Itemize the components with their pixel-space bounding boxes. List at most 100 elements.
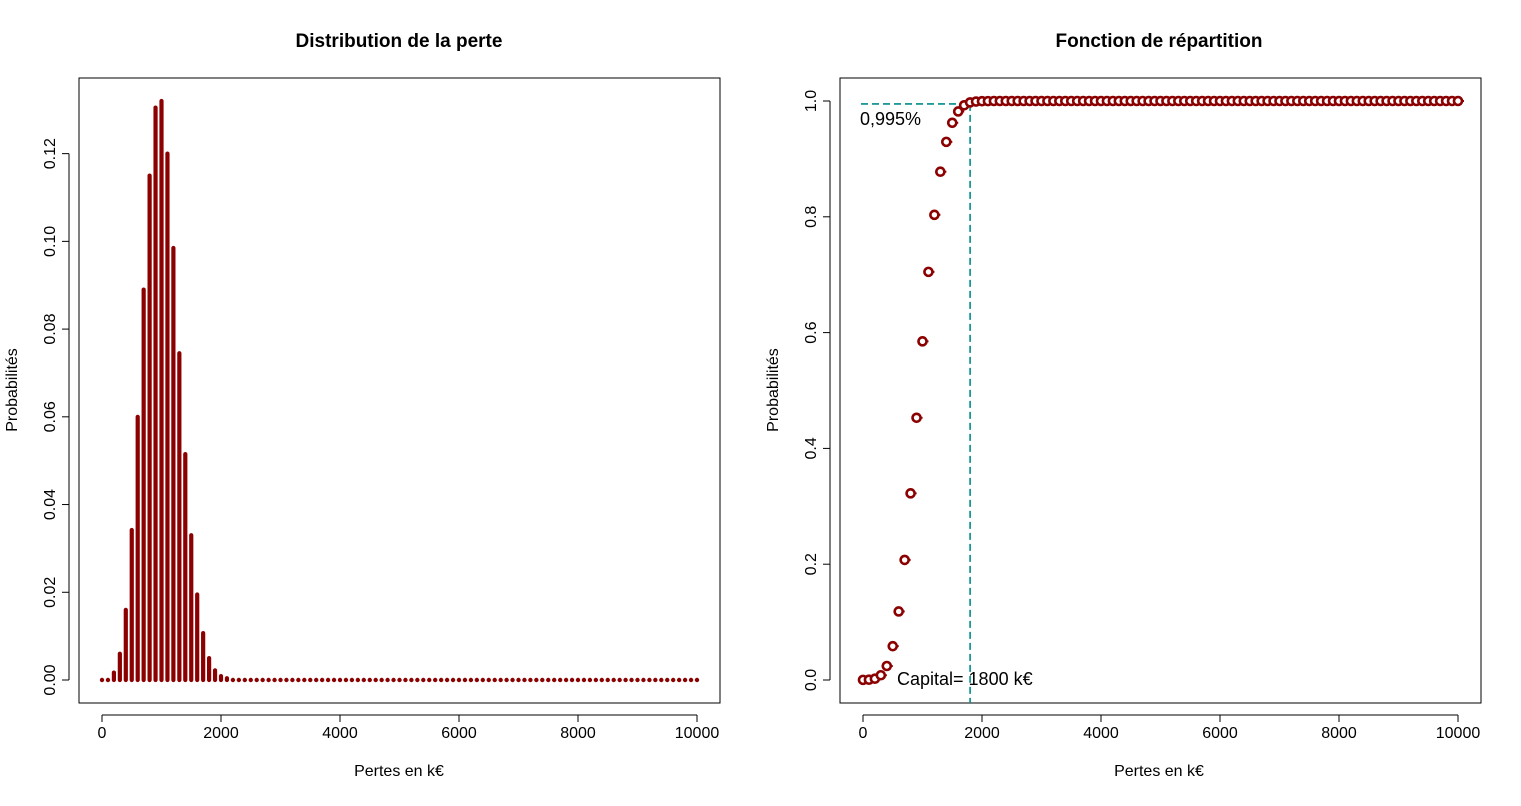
distribution-bar bbox=[563, 677, 569, 683]
distribution-bar bbox=[659, 677, 664, 683]
cdf-point bbox=[893, 606, 905, 617]
distribution-bar bbox=[379, 677, 384, 683]
distribution-bar bbox=[575, 677, 581, 683]
distribution-x-tick-label: 2000 bbox=[203, 725, 239, 742]
distribution-y-tick-label: 0.04 bbox=[42, 489, 59, 520]
distribution-bar bbox=[391, 677, 396, 683]
distribution-bar bbox=[671, 677, 676, 683]
cdf-point bbox=[923, 266, 935, 278]
distribution-bar bbox=[665, 677, 670, 683]
distribution-bar bbox=[653, 677, 658, 683]
distribution-bar bbox=[528, 677, 533, 683]
distribution-bar bbox=[337, 677, 343, 683]
distribution-bar bbox=[278, 677, 283, 683]
distribution-bar bbox=[415, 677, 420, 683]
distribution-bar bbox=[611, 677, 616, 683]
distribution-x-axis: 0 2000 4000 6000 8000 10000 bbox=[98, 714, 720, 742]
cdf-point-marker bbox=[935, 166, 946, 177]
cdf-x-axis-label: Pertes en k€ bbox=[1114, 763, 1204, 780]
cdf-x-tick-label: 0 bbox=[859, 725, 868, 742]
distribution-bar bbox=[516, 677, 521, 683]
distribution-bar bbox=[522, 677, 527, 683]
distribution-bar bbox=[492, 677, 497, 683]
distribution-y-tick-label: 0.02 bbox=[42, 577, 59, 608]
cdf-y-axis-label: Probabilités bbox=[765, 348, 782, 432]
distribution-bar bbox=[355, 677, 361, 683]
distribution-bar bbox=[105, 677, 111, 683]
distribution-bar bbox=[99, 677, 105, 683]
distribution-bar bbox=[331, 677, 337, 683]
cdf-x-axis: 0 2000 4000 6000 8000 10000 bbox=[859, 714, 1481, 742]
distribution-bar bbox=[409, 677, 414, 683]
cdf-plot-frame bbox=[839, 77, 1482, 704]
distribution-bar bbox=[272, 677, 277, 683]
distribution-x-tick-label: 10000 bbox=[675, 725, 720, 742]
distribution-bar bbox=[302, 677, 307, 683]
cdf-title: Fonction de répartition bbox=[1056, 31, 1263, 52]
cdf-x-tick-label: 10000 bbox=[1436, 725, 1481, 742]
cdf-point-marker bbox=[899, 554, 910, 566]
distribution-bar bbox=[682, 677, 688, 683]
distribution-y-tick-label: 0.00 bbox=[42, 664, 59, 695]
distribution-bar bbox=[367, 677, 372, 683]
cdf-point-marker bbox=[917, 336, 928, 347]
distribution-bar bbox=[641, 677, 646, 683]
distribution-bar bbox=[552, 677, 557, 683]
distribution-bar bbox=[557, 677, 563, 683]
distribution-bar bbox=[266, 677, 271, 683]
distribution-bar bbox=[480, 677, 485, 683]
distribution-y-axis: 0.00 0.02 0.04 0.06 0.08 0.10 0.12 bbox=[42, 138, 70, 696]
cdf-point-marker bbox=[946, 117, 958, 129]
cdf-y-tick-label: 0.0 bbox=[803, 669, 820, 691]
distribution-bar bbox=[343, 677, 349, 683]
distribution-bar bbox=[308, 677, 313, 683]
distribution-bar bbox=[349, 677, 355, 683]
distribution-bar bbox=[540, 677, 545, 683]
distribution-bar bbox=[385, 677, 390, 683]
distribution-bar bbox=[605, 677, 610, 683]
distribution-bar bbox=[433, 677, 438, 683]
cdf-point bbox=[905, 488, 917, 499]
distribution-x-tick-label: 6000 bbox=[441, 725, 477, 742]
distribution-bar bbox=[444, 677, 450, 683]
distribution-bar bbox=[468, 677, 474, 683]
distribution-bar bbox=[254, 677, 259, 683]
distribution-bar bbox=[427, 677, 432, 683]
distribution-x-tick-label: 4000 bbox=[322, 725, 358, 742]
distribution-bar bbox=[236, 677, 242, 683]
distribution-bar bbox=[403, 677, 408, 683]
cdf-point bbox=[952, 106, 965, 117]
distribution-bar bbox=[290, 677, 295, 683]
cdf-point bbox=[940, 136, 953, 148]
cdf-point bbox=[1452, 95, 1464, 107]
cdf-point bbox=[911, 412, 923, 424]
distribution-panel: Distribution de la perte 0 2000 4000 6000 80… bbox=[4, 31, 721, 780]
distribution-bar bbox=[438, 677, 444, 683]
cdf-point bbox=[929, 209, 941, 221]
distribution-bar bbox=[688, 677, 694, 683]
cdf-point bbox=[917, 336, 929, 347]
distribution-bar bbox=[534, 677, 539, 683]
distribution-bar bbox=[361, 677, 366, 683]
distribution-bar bbox=[242, 677, 247, 683]
distribution-bar bbox=[647, 677, 652, 683]
cdf-y-tick-label: 1.0 bbox=[803, 90, 820, 112]
cdf-points bbox=[857, 95, 1464, 686]
distribution-y-tick-label: 0.12 bbox=[42, 138, 59, 169]
distribution-bar bbox=[510, 677, 515, 683]
cdf-point-marker bbox=[1452, 95, 1464, 107]
cdf-point-marker bbox=[887, 640, 899, 652]
distribution-plot-frame bbox=[78, 77, 721, 704]
cdf-x-tick-label: 8000 bbox=[1321, 725, 1357, 742]
distribution-bar bbox=[629, 677, 634, 683]
distribution-bar bbox=[623, 677, 628, 683]
cdf-point bbox=[946, 117, 959, 129]
cdf-point bbox=[935, 166, 947, 177]
distribution-bar bbox=[450, 677, 456, 683]
cdf-x-tick-label: 2000 bbox=[964, 725, 1000, 742]
cdf-point-marker bbox=[905, 488, 916, 499]
distribution-bar bbox=[319, 677, 325, 683]
cdf-y-tick-label: 0.6 bbox=[803, 321, 820, 343]
cdf-point-marker bbox=[940, 136, 952, 148]
